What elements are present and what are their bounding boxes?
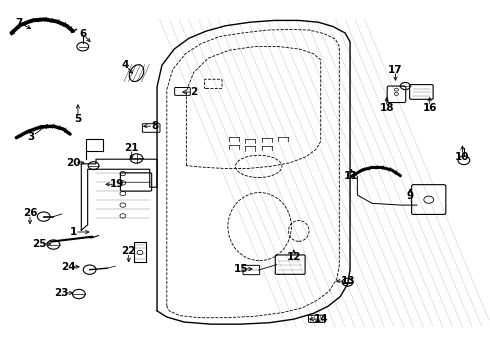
Text: 11: 11 <box>344 171 359 181</box>
Text: 3: 3 <box>27 132 35 142</box>
Text: 26: 26 <box>23 208 37 218</box>
Text: 2: 2 <box>190 87 197 97</box>
Text: 14: 14 <box>314 314 328 324</box>
Text: 16: 16 <box>422 103 437 113</box>
Text: 8: 8 <box>151 121 158 131</box>
Text: 4: 4 <box>122 60 129 70</box>
Text: 13: 13 <box>341 276 355 286</box>
Text: 18: 18 <box>379 103 394 113</box>
Text: 21: 21 <box>124 143 139 153</box>
Text: 12: 12 <box>287 252 301 262</box>
Text: 1: 1 <box>70 227 76 237</box>
Text: 15: 15 <box>234 264 248 274</box>
Text: 5: 5 <box>74 114 81 124</box>
Text: 6: 6 <box>79 29 86 39</box>
Text: 9: 9 <box>407 191 414 201</box>
Text: 7: 7 <box>16 18 23 28</box>
Text: 17: 17 <box>388 64 403 75</box>
Text: 24: 24 <box>61 262 75 272</box>
Text: 20: 20 <box>66 158 80 168</box>
Text: 19: 19 <box>110 179 124 189</box>
Text: 22: 22 <box>122 246 136 256</box>
Text: 10: 10 <box>455 152 470 162</box>
Text: 25: 25 <box>32 239 47 249</box>
Text: 23: 23 <box>54 288 69 298</box>
